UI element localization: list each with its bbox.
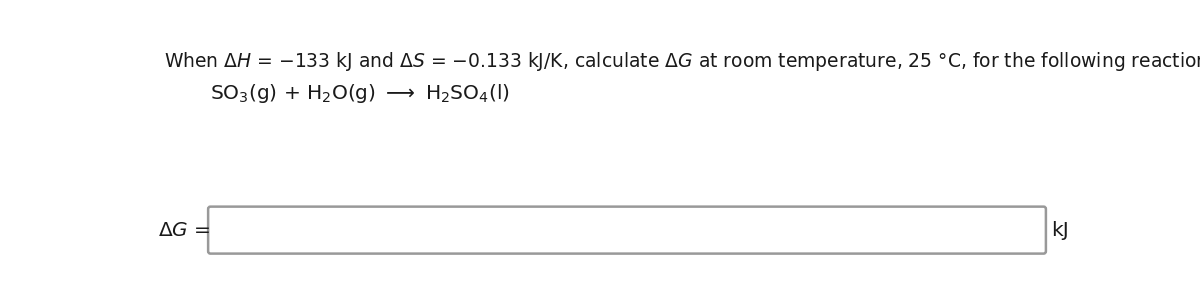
- FancyBboxPatch shape: [208, 207, 1046, 253]
- Text: When $\Delta H$ = $-$133 kJ and $\Delta S$ = $-$0.133 kJ/K, calculate $\Delta G$: When $\Delta H$ = $-$133 kJ and $\Delta …: [164, 49, 1200, 72]
- Text: $\Delta G$ =: $\Delta G$ =: [157, 221, 210, 239]
- Text: kJ: kJ: [1051, 221, 1069, 239]
- Text: SO$_3$(g) + H$_2$O(g) $\longrightarrow$ H$_2$SO$_4$(l): SO$_3$(g) + H$_2$O(g) $\longrightarrow$ …: [210, 82, 510, 105]
